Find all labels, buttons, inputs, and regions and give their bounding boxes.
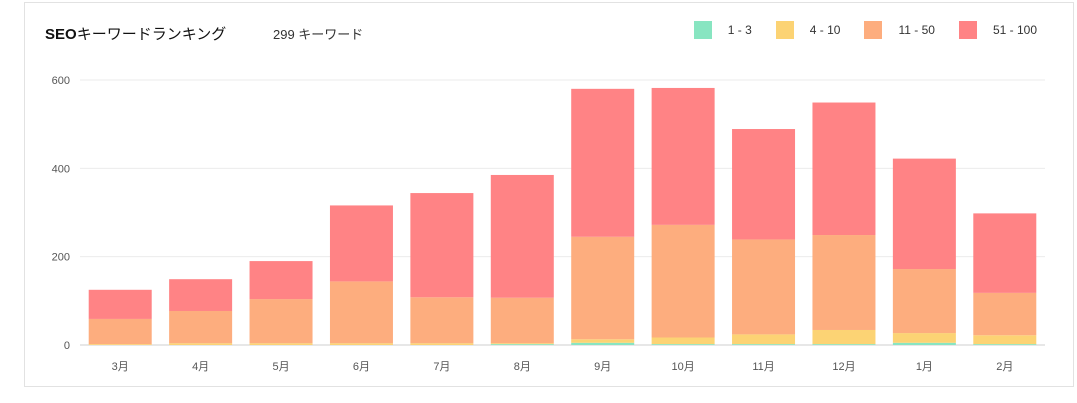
chart-title-bold: SEO (45, 26, 77, 43)
bar-segment[interactable] (329, 281, 393, 344)
legend-item[interactable]: 1 - 3 (693, 21, 752, 39)
bar-segment[interactable] (88, 318, 152, 345)
bar-segment[interactable] (651, 337, 715, 345)
chart-title: SEOキーワードランキング (45, 23, 226, 44)
bar-segment[interactable] (732, 334, 796, 345)
bar-segment[interactable] (249, 343, 313, 345)
legend-label: 11 - 50 (898, 23, 935, 37)
bar-segment[interactable] (329, 343, 393, 345)
x-tick-label: 9月 (594, 361, 611, 373)
legend-item[interactable]: 11 - 50 (864, 21, 935, 39)
bar-segment[interactable] (732, 239, 796, 335)
x-tick-label: 6月 (353, 361, 370, 373)
bar-segment[interactable] (812, 235, 876, 330)
bar-segment[interactable] (892, 269, 956, 334)
y-tick-label: 0 (64, 340, 70, 352)
bar-segment[interactable] (571, 342, 635, 345)
bar-segment[interactable] (973, 344, 1037, 345)
bar-segment[interactable] (651, 344, 715, 345)
bar-segment[interactable] (249, 299, 313, 344)
x-tick-label: 12月 (832, 361, 855, 373)
bar-segment[interactable] (410, 297, 474, 344)
bar-segment[interactable] (973, 335, 1037, 345)
bar-segment[interactable] (490, 297, 554, 344)
legend-label: 51 - 100 (992, 23, 1037, 37)
bar-segment[interactable] (973, 213, 1037, 293)
y-tick-label: 600 (52, 75, 70, 87)
legend-label: 4 - 10 (809, 23, 841, 37)
x-tick-label: 11月 (752, 361, 774, 373)
bar-segment[interactable] (169, 310, 233, 344)
x-tick-label: 8月 (514, 361, 531, 373)
y-tick-label: 200 (52, 252, 70, 264)
legend-swatch (693, 21, 712, 39)
x-tick-label: 10月 (672, 361, 695, 373)
bar-segment[interactable] (88, 289, 152, 319)
bar-segment[interactable] (732, 344, 796, 345)
chart-legend: 1 - 3 4 - 10 11 - 50 51 - 100 (670, 21, 1037, 39)
bar-segment[interactable] (329, 205, 393, 282)
x-tick-label: 1月 (916, 361, 933, 373)
bar-segment[interactable] (651, 87, 715, 225)
legend-swatch (864, 21, 883, 39)
bar-segment[interactable] (571, 236, 635, 340)
bar-segment[interactable] (410, 193, 474, 298)
x-tick-label: 7月 (433, 361, 450, 373)
bar-segment[interactable] (571, 339, 635, 343)
bar-segment[interactable] (892, 333, 956, 343)
legend-swatch (775, 21, 794, 39)
bar-segment[interactable] (812, 102, 876, 236)
bar-segment[interactable] (892, 342, 956, 345)
bar-segment[interactable] (732, 129, 796, 240)
y-tick-label: 400 (52, 163, 70, 175)
bar-segment[interactable] (249, 261, 313, 300)
bar-segment[interactable] (892, 158, 956, 270)
bar-segment[interactable] (973, 292, 1037, 336)
bar-segment[interactable] (812, 344, 876, 345)
bar-segment[interactable] (88, 344, 152, 345)
legend-item[interactable]: 51 - 100 (958, 21, 1037, 39)
x-tick-label: 4月 (192, 361, 209, 373)
x-tick-label: 5月 (272, 361, 289, 373)
chart-title-rest: キーワードランキング (76, 26, 227, 43)
bar-segment[interactable] (812, 329, 876, 345)
bar-segment[interactable] (571, 88, 635, 237)
bar-segment[interactable] (169, 279, 233, 311)
keyword-count: 299 キーワード (273, 27, 364, 42)
bar-segment[interactable] (410, 343, 474, 345)
bar-segment[interactable] (490, 174, 554, 298)
bar-segment[interactable] (490, 344, 554, 345)
x-tick-label: 2月 (996, 361, 1013, 373)
bar-segment[interactable] (651, 224, 715, 338)
legend-swatch (958, 21, 977, 39)
legend-label: 1 - 3 (727, 23, 752, 37)
bar-segment[interactable] (490, 343, 554, 345)
x-tick-label: 3月 (112, 361, 129, 373)
legend-item[interactable]: 4 - 10 (775, 21, 841, 39)
bar-segment[interactable] (169, 343, 233, 345)
